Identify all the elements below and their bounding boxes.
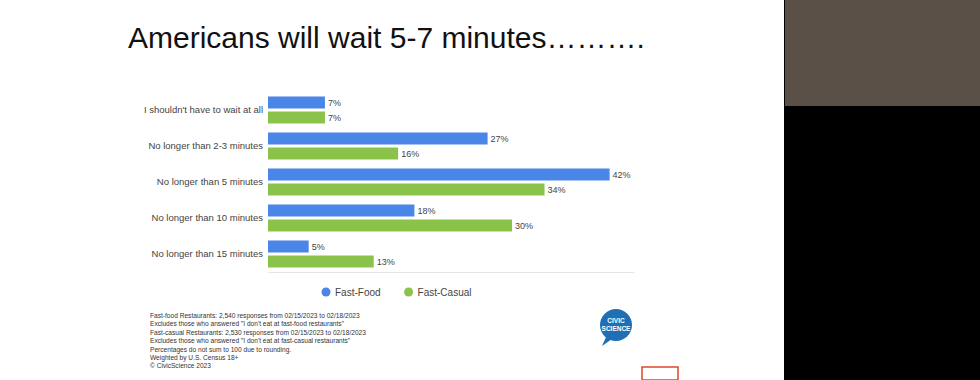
x-axis <box>269 272 635 273</box>
data-label: 16% <box>401 149 419 159</box>
y-tick: No longer than 10 minutes <box>152 212 264 223</box>
data-label: 13% <box>377 257 395 267</box>
data-label: 5% <box>312 242 325 252</box>
legend-label: Fast-Food <box>335 287 381 298</box>
legend-item: Fast-Food <box>322 287 381 298</box>
bar <box>268 112 325 124</box>
legend-item: Fast-Casual <box>404 287 471 298</box>
footnote: Fast-food Restaurants: 2,540 responses f… <box>150 312 360 320</box>
legend: Fast-Food Fast-Casual <box>322 287 472 298</box>
y-tick: No longer than 5 minutes <box>157 176 263 187</box>
y-tick-label: No longer than 10 minutes <box>152 212 264 223</box>
logo-circle <box>600 309 632 341</box>
slide: Americans will wait 5-7 minutes………. I sho… <box>0 0 980 380</box>
data-label: 30% <box>515 221 533 231</box>
bar <box>268 220 512 232</box>
data-label: 34% <box>548 185 566 195</box>
footnote: © CivicScience 2023 <box>150 362 211 369</box>
slide-area <box>0 0 784 380</box>
logo-tail <box>602 337 612 346</box>
y-tick: No longer than 2-3 minutes <box>148 140 263 151</box>
bar <box>268 169 610 181</box>
legend-label: Fast-Casual <box>418 287 472 298</box>
bar <box>268 148 398 160</box>
logo-text: CIVICSCIENCE <box>602 317 632 332</box>
data-label: 27% <box>491 134 509 144</box>
data-label: 18% <box>417 206 435 216</box>
bar <box>268 133 488 145</box>
video-frame <box>785 0 980 106</box>
y-axis: I shouldn't have to wait at all No longer… <box>144 104 263 259</box>
footnote: Weighted by U.S. Census 18+ <box>150 354 239 362</box>
legend-swatch <box>404 288 413 297</box>
series-bars <box>268 112 545 268</box>
footnote: Fast-casual Restaurants: 2,530 responses… <box>150 329 366 337</box>
series-bars <box>268 97 610 253</box>
legend-swatch <box>322 288 331 297</box>
footnotes: Fast-food Restaurants: 2,540 responses f… <box>150 312 366 369</box>
bar <box>268 256 374 268</box>
background <box>0 0 980 380</box>
data-label: 7% <box>328 98 341 108</box>
bar <box>268 241 309 253</box>
title: Americans will wait 5-7 minutes………. <box>128 21 645 54</box>
bars <box>268 97 610 268</box>
highlight-box <box>642 367 678 380</box>
data-label: 7% <box>328 113 341 123</box>
y-tick: No longer than 15 minutes <box>152 248 264 259</box>
logo: CIVICSCIENCE <box>600 309 632 346</box>
data-label: 42% <box>613 170 631 180</box>
footnote: Excludes those who answered "I don't eat… <box>150 337 351 344</box>
footnote: Percentages do not sum to 100 due to rou… <box>150 346 291 354</box>
y-tick-label: No longer than 5 minutes <box>157 176 263 187</box>
y-tick-label: No longer than 2-3 minutes <box>148 140 263 151</box>
data-labels: 7% 27% 42% 18% 5% 7% 16% 34% 30% 13% <box>312 98 631 267</box>
y-tick-label: I shouldn't have to wait at all <box>144 104 263 115</box>
bar <box>268 184 545 196</box>
bar <box>268 97 325 109</box>
y-tick-label: No longer than 15 minutes <box>152 248 264 259</box>
x-axis-line <box>269 272 635 273</box>
y-tick: I shouldn't have to wait at all <box>144 104 263 115</box>
bar <box>268 205 414 217</box>
footnote: Excludes those who answered "I don't eat… <box>150 320 345 327</box>
